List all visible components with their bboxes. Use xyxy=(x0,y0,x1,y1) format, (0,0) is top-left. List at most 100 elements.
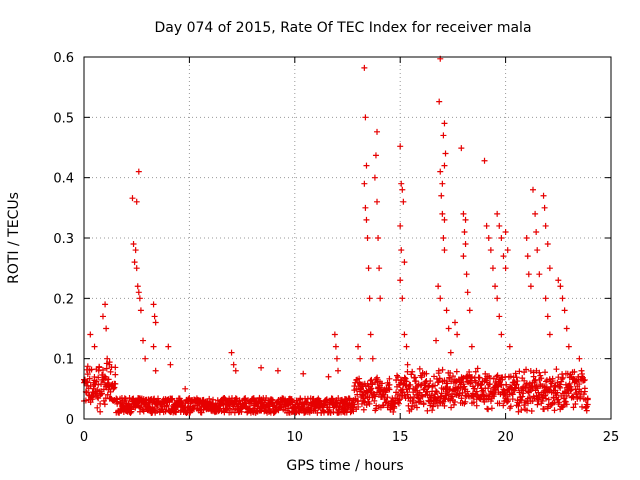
data-point xyxy=(518,407,525,414)
data-point xyxy=(151,313,158,320)
data-point xyxy=(431,382,438,389)
plot-frame xyxy=(83,56,612,420)
data-point xyxy=(546,331,553,338)
data-point xyxy=(523,366,530,373)
data-point xyxy=(182,385,189,392)
data-point xyxy=(398,180,405,187)
data-point xyxy=(523,407,530,414)
data-point xyxy=(374,374,381,381)
data-point xyxy=(445,391,452,398)
data-point xyxy=(371,174,378,181)
data-point xyxy=(577,393,584,400)
data-point xyxy=(441,216,448,223)
data-point xyxy=(366,295,373,302)
x-tick-label: 0 xyxy=(80,430,88,445)
data-point xyxy=(367,331,374,338)
data-point xyxy=(512,370,519,377)
y-tick-label: 0.5 xyxy=(53,111,74,126)
data-point xyxy=(456,390,463,397)
data-point xyxy=(563,325,570,332)
data-point xyxy=(439,366,446,373)
data-point xyxy=(377,295,384,302)
data-point xyxy=(463,271,470,278)
data-point xyxy=(468,343,475,350)
data-point xyxy=(464,289,471,296)
data-point xyxy=(397,222,404,229)
data-point xyxy=(557,384,564,391)
data-point xyxy=(401,374,408,381)
data-point xyxy=(332,343,339,350)
data-point xyxy=(531,378,538,385)
data-point xyxy=(485,406,492,413)
data-point xyxy=(504,399,511,406)
x-tick-label: 10 xyxy=(287,430,304,445)
data-point xyxy=(376,265,383,272)
data-point xyxy=(258,364,265,371)
data-point xyxy=(398,247,405,254)
data-point xyxy=(94,404,101,411)
data-point xyxy=(442,150,449,157)
y-tick-label: 0.6 xyxy=(53,51,74,66)
data-point xyxy=(438,390,445,397)
data-point xyxy=(554,389,561,396)
data-point xyxy=(420,401,427,408)
data-point xyxy=(84,371,91,378)
y-tick-label: 0.1 xyxy=(53,353,74,368)
data-point xyxy=(496,400,503,407)
data-point xyxy=(470,399,477,406)
data-point xyxy=(288,398,295,405)
data-point xyxy=(488,405,495,412)
data-points xyxy=(87,55,585,392)
data-point xyxy=(409,368,416,375)
data-point xyxy=(413,404,420,411)
data-point xyxy=(487,375,494,382)
data-point xyxy=(487,381,494,388)
data-point xyxy=(555,277,562,284)
data-point xyxy=(457,384,464,391)
x-tick-label: 15 xyxy=(392,430,409,445)
data-point xyxy=(150,301,157,308)
data-point xyxy=(136,295,143,302)
data-point xyxy=(493,373,500,380)
data-point xyxy=(150,343,157,350)
data-point xyxy=(498,331,505,338)
data-point xyxy=(544,241,551,248)
data-point xyxy=(541,204,548,211)
data-point xyxy=(507,403,514,410)
data-point xyxy=(364,235,371,241)
data-point xyxy=(502,228,509,235)
data-point xyxy=(500,402,507,409)
data-point xyxy=(555,374,562,381)
data-point xyxy=(481,398,488,405)
data-point xyxy=(542,395,549,402)
data-point xyxy=(223,406,230,413)
data-point xyxy=(481,157,488,164)
data-point xyxy=(441,247,448,254)
data-point xyxy=(111,384,118,391)
y-tick-label: 0.3 xyxy=(53,232,74,247)
data-point xyxy=(451,398,458,405)
data-point xyxy=(87,331,94,338)
data-point xyxy=(363,401,370,408)
data-point xyxy=(101,401,108,408)
data-point xyxy=(560,374,567,381)
data-point xyxy=(564,370,571,377)
data-point xyxy=(540,192,547,199)
data-point xyxy=(447,370,454,377)
data-point xyxy=(569,393,576,400)
data-point xyxy=(316,397,323,404)
data-point xyxy=(548,380,555,387)
background-density-band xyxy=(81,359,591,416)
data-point xyxy=(230,361,237,368)
data-point xyxy=(437,295,444,302)
data-point xyxy=(530,373,537,380)
data-point xyxy=(122,396,129,403)
data-point xyxy=(355,403,362,410)
data-point xyxy=(538,375,545,382)
data-point xyxy=(418,392,425,399)
data-point xyxy=(466,307,473,314)
data-point xyxy=(372,152,379,159)
data-point xyxy=(520,390,527,397)
x-tick-label: 25 xyxy=(603,430,620,445)
data-point xyxy=(441,402,448,409)
